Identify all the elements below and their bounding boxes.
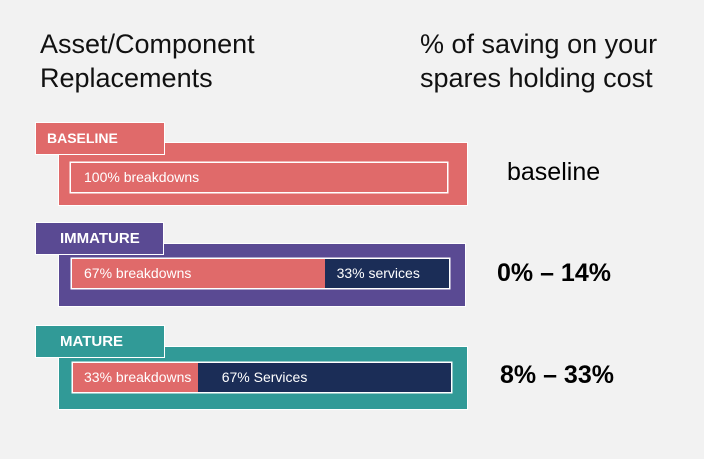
right-heading-line-2: spares holding cost [420,63,653,93]
breakdowns-segment: 33% breakdowns [73,363,198,392]
immature-bar: 67% breakdowns 33% services [72,259,449,288]
baseline-bar: 100% breakdowns [71,163,447,192]
immature-saving: 0% – 14% [497,259,611,287]
left-heading-line-1: Asset/Component [40,29,255,59]
mature-saving: 8% – 33% [500,361,614,389]
mature-tag: MATURE [36,326,164,357]
breakdowns-segment: 67% breakdowns [72,259,325,288]
breakdowns-segment: 100% breakdowns [71,163,447,192]
left-heading-line-2: Replacements [40,63,213,93]
baseline-tag: BASELINE [36,123,164,154]
mature-bar: 33% breakdowns 67% Services [73,363,451,392]
right-heading: % of saving on your spares holding cost [420,27,657,95]
services-segment: 33% services [324,259,449,288]
left-heading: Asset/Component Replacements [40,27,255,95]
right-heading-line-1: % of saving on your [420,29,658,59]
services-segment: 67% Services [197,363,451,392]
baseline-saving: baseline [507,158,601,186]
immature-tag: IMMATURE [36,223,163,254]
